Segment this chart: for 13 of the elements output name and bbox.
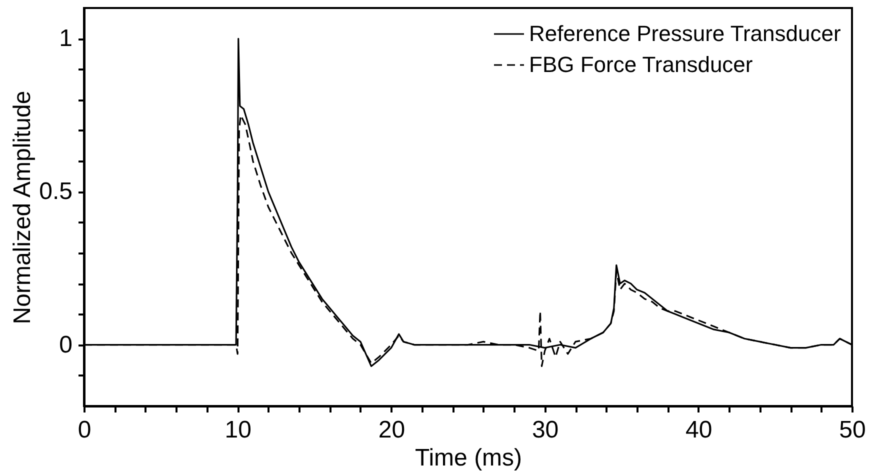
x-tick-label: 0 (78, 416, 92, 444)
x-tick-label: 30 (532, 416, 559, 444)
y-tick-label: 0.5 (39, 178, 72, 206)
x-axis-title: Time (ms) (414, 444, 522, 472)
x-tick-label: 40 (686, 416, 712, 444)
x-tick-label: 20 (378, 416, 406, 444)
legend-label: FBG Force Transducer (529, 52, 753, 77)
y-axis-title: Normalized Amplitude (9, 90, 36, 324)
y-tick-label: 1 (59, 25, 72, 52)
legend-label: Reference Pressure Transducer (529, 21, 841, 46)
x-tick-label: 10 (224, 416, 252, 444)
x-tick-label: 50 (839, 416, 866, 444)
y-tick-label: 0 (59, 331, 72, 358)
